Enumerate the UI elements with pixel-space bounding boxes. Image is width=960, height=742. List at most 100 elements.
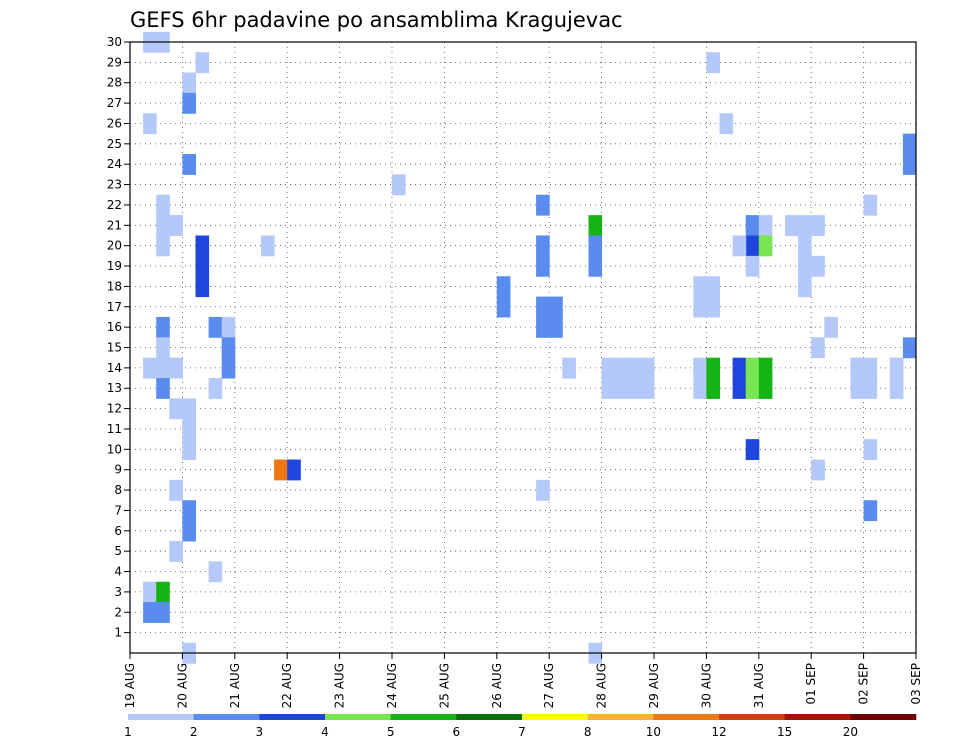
y-tick-label: 9 (114, 463, 122, 477)
heatmap-cell (588, 255, 603, 277)
y-tick-label: 23 (107, 178, 122, 192)
colorbar-label: 5 (387, 725, 395, 739)
heatmap-cell (601, 357, 616, 379)
colorbar-swatch (850, 714, 917, 720)
y-tick-label: 27 (107, 96, 122, 110)
colorbar-swatch (719, 714, 785, 720)
y-tick-label: 3 (114, 585, 122, 599)
colorbar-label: 3 (256, 725, 264, 739)
colorbar-swatch (390, 714, 457, 720)
heatmap-cell (732, 378, 747, 399)
heatmap-cell (614, 378, 629, 399)
heatmap-cell (156, 215, 170, 236)
heatmap-cell (156, 337, 170, 359)
heatmap-cell (536, 316, 550, 338)
y-tick-label: 21 (107, 218, 122, 232)
heatmap-cell (588, 235, 603, 257)
heatmap-cell (850, 378, 865, 399)
heatmap-cell (143, 602, 157, 623)
heatmap-cell (208, 316, 223, 338)
heatmap-cell (562, 357, 576, 379)
heatmap-cell (536, 255, 550, 277)
heatmap-cell (889, 357, 904, 379)
x-tick-label: 26 AUG (490, 663, 504, 708)
colorbar-swatch (193, 714, 260, 720)
heatmap-cell (627, 378, 642, 399)
heatmap-cell (496, 296, 511, 318)
grid-lines (130, 41, 916, 653)
y-tick-label: 25 (107, 137, 122, 151)
heatmap-cell (785, 215, 799, 236)
chart-title: GEFS 6hr padavine po ansamblima Kragujev… (130, 8, 623, 32)
heatmap-cell (536, 194, 550, 216)
x-tick-label: 27 AUG (542, 663, 556, 708)
heatmap-cell (156, 194, 170, 216)
colorbar-label: 20 (843, 725, 858, 739)
heatmap-cell (156, 357, 170, 379)
heatmap-cell (693, 357, 707, 379)
heatmap-cell (143, 581, 157, 603)
heatmap-cell (221, 316, 236, 338)
y-tick-label: 28 (107, 76, 122, 90)
heatmap-cell (706, 357, 720, 379)
heatmap-cell (601, 378, 616, 399)
heatmap-cell (182, 92, 196, 114)
y-tick-label: 11 (107, 422, 122, 436)
heatmap-cell (195, 276, 210, 298)
heatmap-cell (182, 439, 196, 461)
y-tick-label: 20 (107, 239, 122, 253)
heatmap-cell (392, 174, 406, 196)
heatmap-cell (811, 215, 825, 236)
colorbar-label: 12 (711, 725, 726, 739)
y-tick-label: 19 (107, 259, 122, 273)
y-tick-label: 15 (107, 341, 122, 355)
y-tick-label: 17 (107, 300, 122, 314)
heatmap-cell (143, 113, 157, 135)
heatmap-cell (208, 561, 223, 583)
heatmap-cell (156, 602, 170, 623)
y-tick-label: 16 (107, 320, 122, 334)
colorbar-label: 1 (124, 725, 132, 739)
heatmap-cell (811, 459, 825, 481)
heatmap-cell (863, 194, 878, 216)
heatmap-cell (156, 378, 170, 399)
heatmap-cell (156, 316, 170, 338)
heatmap-cell (549, 316, 563, 338)
y-tick-label: 22 (107, 198, 122, 212)
x-tick-label: 21 AUG (228, 663, 242, 708)
x-tick-label: 01 SEP (804, 663, 818, 705)
y-tick-label: 2 (114, 605, 122, 619)
heatmap-cell (195, 255, 210, 277)
heatmap-cell (706, 296, 720, 318)
y-tick-label: 26 (107, 116, 122, 130)
heatmap-cell (902, 154, 917, 175)
x-tick-label: 31 AUG (752, 663, 766, 708)
heatmap-cell (811, 337, 825, 359)
heatmap-cells (143, 31, 917, 664)
heatmap-cell (169, 540, 183, 562)
colorbar-swatch (128, 714, 194, 720)
x-tick-label: 19 AUG (123, 663, 137, 708)
heatmap-cell (863, 357, 878, 379)
x-axis-ticks: 19 AUG 20 AUG 21 AUG 22 AUG 23 AUG 24 AUG 25 A… (123, 653, 923, 708)
x-tick-label: 29 AUG (647, 663, 661, 708)
x-tick-label: 25 AUG (437, 663, 451, 708)
heatmap-cell (627, 357, 642, 379)
heatmap-cell (745, 439, 760, 461)
heatmap-cell (693, 296, 707, 318)
colorbar-swatch (325, 714, 391, 720)
heatmap-cell (902, 133, 917, 155)
colorbar-swatch (653, 714, 720, 720)
heatmap-cell (758, 235, 773, 257)
heatmap-cell (732, 357, 747, 379)
y-tick-label: 18 (107, 279, 122, 293)
heatmap-cell (798, 235, 812, 257)
y-tick-label: 13 (107, 381, 122, 395)
x-tick-label: 24 AUG (385, 663, 399, 708)
heatmap-cell (221, 357, 236, 379)
heatmap-cell (850, 357, 865, 379)
heatmap-cell (693, 378, 707, 399)
heatmap-cell (261, 235, 275, 257)
y-tick-label: 14 (107, 361, 122, 375)
heatmap-cell (536, 479, 550, 501)
